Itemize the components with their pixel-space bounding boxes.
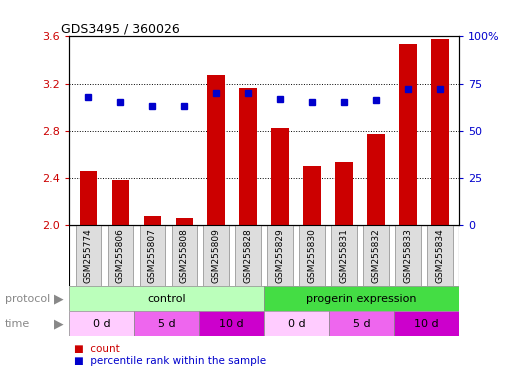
- FancyBboxPatch shape: [394, 311, 459, 336]
- FancyBboxPatch shape: [69, 311, 134, 336]
- FancyBboxPatch shape: [363, 225, 389, 286]
- Text: GDS3495 / 360026: GDS3495 / 360026: [62, 22, 180, 35]
- Text: GSM255829: GSM255829: [275, 228, 285, 283]
- Text: GSM255834: GSM255834: [436, 228, 444, 283]
- Text: 5 d: 5 d: [158, 318, 175, 329]
- FancyBboxPatch shape: [395, 225, 421, 286]
- Bar: [367, 134, 385, 225]
- Text: 10 d: 10 d: [220, 318, 244, 329]
- FancyBboxPatch shape: [171, 225, 197, 286]
- Bar: [144, 217, 161, 225]
- Text: time: time: [5, 318, 30, 329]
- Bar: [271, 128, 289, 225]
- Text: protocol: protocol: [5, 293, 50, 304]
- FancyBboxPatch shape: [140, 225, 165, 286]
- Bar: [303, 166, 321, 225]
- Bar: [240, 88, 257, 225]
- Text: ■  count: ■ count: [74, 344, 120, 354]
- Bar: [399, 43, 417, 225]
- Text: GSM255833: GSM255833: [404, 228, 412, 283]
- Text: ▶: ▶: [54, 317, 64, 330]
- FancyBboxPatch shape: [427, 225, 453, 286]
- FancyBboxPatch shape: [69, 286, 264, 311]
- Text: GSM255807: GSM255807: [148, 228, 157, 283]
- Text: GSM255830: GSM255830: [308, 228, 317, 283]
- FancyBboxPatch shape: [75, 225, 101, 286]
- FancyBboxPatch shape: [108, 225, 133, 286]
- FancyBboxPatch shape: [235, 225, 261, 286]
- FancyBboxPatch shape: [331, 225, 357, 286]
- Text: GSM255806: GSM255806: [116, 228, 125, 283]
- Text: 5 d: 5 d: [353, 318, 370, 329]
- Bar: [207, 75, 225, 225]
- Bar: [80, 170, 97, 225]
- FancyBboxPatch shape: [264, 311, 329, 336]
- Text: GSM255808: GSM255808: [180, 228, 189, 283]
- Bar: [175, 218, 193, 225]
- FancyBboxPatch shape: [329, 311, 394, 336]
- Text: 0 d: 0 d: [288, 318, 306, 329]
- FancyBboxPatch shape: [199, 311, 264, 336]
- Bar: [336, 162, 353, 225]
- Bar: [431, 39, 449, 225]
- Text: GSM255832: GSM255832: [371, 228, 381, 283]
- Text: 10 d: 10 d: [415, 318, 439, 329]
- FancyBboxPatch shape: [264, 286, 459, 311]
- Text: GSM255774: GSM255774: [84, 228, 93, 283]
- Text: ■  percentile rank within the sample: ■ percentile rank within the sample: [74, 356, 267, 366]
- Text: ▶: ▶: [54, 292, 64, 305]
- Text: 0 d: 0 d: [93, 318, 111, 329]
- FancyBboxPatch shape: [300, 225, 325, 286]
- Text: control: control: [147, 293, 186, 304]
- FancyBboxPatch shape: [267, 225, 293, 286]
- Text: GSM255831: GSM255831: [340, 228, 349, 283]
- FancyBboxPatch shape: [204, 225, 229, 286]
- Bar: [112, 180, 129, 225]
- FancyBboxPatch shape: [134, 311, 199, 336]
- Text: GSM255828: GSM255828: [244, 228, 253, 283]
- Text: progerin expression: progerin expression: [306, 293, 417, 304]
- Text: GSM255809: GSM255809: [212, 228, 221, 283]
